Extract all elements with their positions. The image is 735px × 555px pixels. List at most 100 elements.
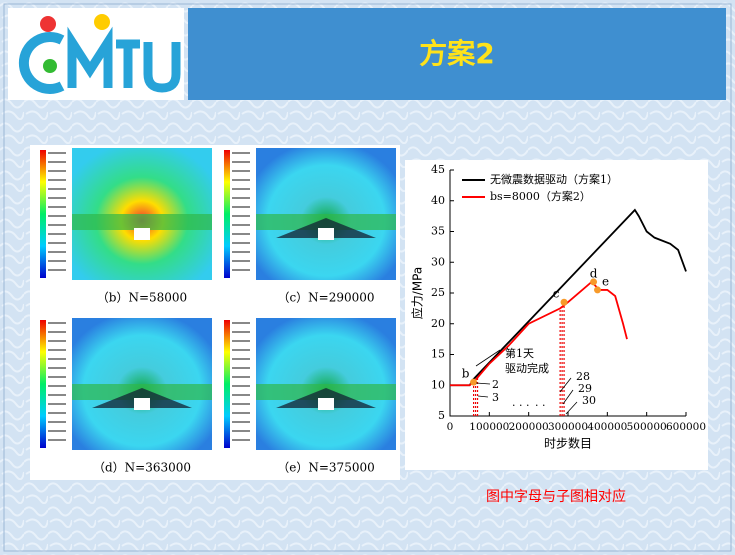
colorbar-text (232, 340, 250, 342)
colorbar-text (232, 269, 250, 271)
colorbar-text (48, 152, 66, 154)
opening (318, 228, 334, 240)
colorbar (40, 320, 46, 448)
y-tick-label: 40 (431, 194, 445, 207)
leader-line (475, 382, 491, 385)
x-axis-title: 时步数目 (544, 436, 592, 451)
annotation: 28 (576, 370, 590, 383)
colorbar-text (232, 322, 250, 324)
annotation: 29 (578, 382, 592, 395)
colorbar-text (232, 358, 250, 360)
leader-line (565, 401, 578, 415)
y-tick-label: 20 (431, 317, 445, 330)
colorbar-text (48, 224, 66, 226)
colorbar-text (232, 161, 250, 163)
colorbar (224, 320, 230, 448)
leader-line (559, 377, 572, 393)
colorbar-text (232, 233, 250, 235)
panel-caption: （d）N=363000 (93, 461, 191, 475)
simulation-image: （b）N=58000 (40, 148, 212, 305)
legend-label: 无微震数据驱动（方案1） (490, 172, 618, 186)
colorbar-text (48, 269, 66, 271)
panel-caption: （e）N=375000 (277, 461, 374, 475)
slide-title: 方案2 (419, 37, 494, 70)
y-axis-title: 应力/MPa (410, 267, 425, 319)
colorbar-text (232, 215, 250, 217)
x-tick-label: 400000 (587, 421, 627, 433)
colorbar-text (48, 260, 66, 262)
panel-caption: （b）N=58000 (97, 291, 187, 305)
colorbar-text (232, 439, 250, 441)
colorbar-text (48, 376, 66, 378)
point-label: b (462, 367, 470, 381)
x-tick-label: 0 (447, 421, 454, 433)
colorbar-text (232, 421, 250, 423)
logo (8, 8, 184, 100)
colorbar-text (232, 251, 250, 253)
panel-caption: （c）N=290000 (277, 291, 374, 305)
colorbar (224, 150, 230, 278)
colorbar-text (48, 412, 66, 414)
colorbar-text (48, 251, 66, 253)
colorbar (40, 150, 46, 278)
x-tick-label: 100000 (469, 421, 509, 433)
colorbar-text (48, 421, 66, 423)
annotation: · · · (512, 399, 529, 412)
colorbar-text (232, 260, 250, 262)
y-tick-label: 5 (438, 409, 445, 422)
colorbar-text (48, 358, 66, 360)
colorbar-text (232, 152, 250, 154)
annotation: · · (535, 399, 546, 412)
colorbar-text (232, 430, 250, 432)
colorbar-text (48, 170, 66, 172)
simulation-image: （d）N=363000 (40, 318, 212, 475)
colorbar-text (48, 215, 66, 217)
opening (134, 398, 150, 410)
simulations: （b）N=58000 （c）N=290000 （d）N=363000 （e）N=375… (40, 148, 396, 475)
colorbar-text (232, 331, 250, 333)
colorbar-text (48, 394, 66, 396)
leader-line (475, 349, 501, 367)
colorbar-text (48, 367, 66, 369)
key-point (560, 298, 568, 306)
y-tick-label: 45 (431, 163, 445, 176)
x-tick-label: 600000 (666, 421, 706, 433)
key-point (590, 278, 598, 286)
colorbar-text (48, 197, 66, 199)
colorbar-text (48, 403, 66, 405)
colorbar-text (48, 439, 66, 441)
colorbar-text (48, 206, 66, 208)
annotation: 第1天 (505, 346, 534, 360)
rock-layer (72, 214, 212, 230)
colorbar-text (232, 349, 250, 351)
footer-caption: 图中字母与子图相对应 (486, 488, 626, 505)
colorbar-text (48, 179, 66, 181)
key-point (594, 286, 601, 294)
simulation-image: （e）N=375000 (224, 318, 396, 475)
opening (318, 398, 334, 410)
opening (134, 228, 150, 240)
colorbar-text (232, 206, 250, 208)
y-tick-label: 30 (431, 255, 445, 268)
leader-line (477, 395, 489, 398)
y-tick-label: 35 (431, 225, 445, 238)
colorbar-text (232, 224, 250, 226)
colorbar-text (48, 349, 66, 351)
colorbar-text (232, 394, 250, 396)
y-tick-label: 25 (431, 286, 445, 299)
chart: 5 10 15 20 25 30 35 40 45 0 100000 200000 300000 4000… (410, 163, 707, 451)
y-tick-label: 15 (431, 348, 445, 361)
colorbar-text (232, 170, 250, 172)
colorbar-text (232, 367, 250, 369)
colorbar-text (232, 188, 250, 190)
colorbar-text (48, 340, 66, 342)
colorbar-text (48, 331, 66, 333)
colorbar-text (232, 179, 250, 181)
legend-label: bs=8000（方案2） (490, 189, 591, 203)
y-tick-label: 10 (431, 378, 445, 391)
colorbar-text (48, 242, 66, 244)
title-banner (188, 8, 726, 100)
annotation: 3 (492, 391, 499, 404)
simulation-image: （c）N=290000 (224, 148, 396, 305)
colorbar-text (232, 197, 250, 199)
